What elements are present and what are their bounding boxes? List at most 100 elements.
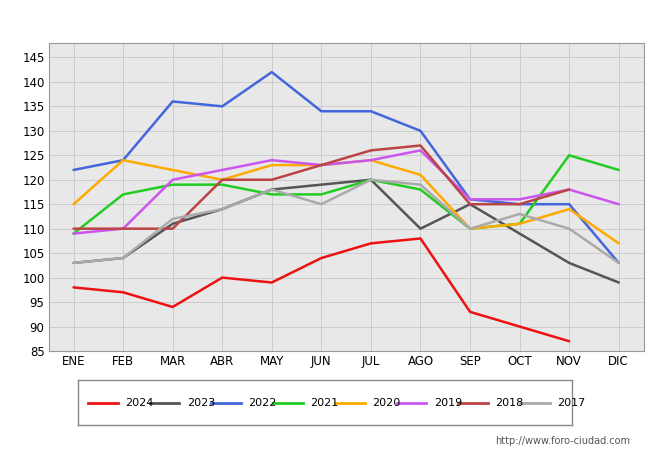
2022 [317, 108, 325, 114]
2020 [615, 241, 623, 246]
2018 [70, 226, 77, 231]
2024 [268, 280, 276, 285]
Text: 2018: 2018 [495, 398, 524, 408]
2022 [615, 260, 623, 265]
2022 [268, 69, 276, 75]
2017 [466, 226, 474, 231]
2017 [615, 260, 623, 265]
2018 [417, 143, 424, 148]
2020 [268, 162, 276, 168]
2024 [566, 338, 573, 344]
2023 [119, 255, 127, 261]
Text: 2017: 2017 [557, 398, 586, 408]
2023 [417, 226, 424, 231]
2022 [515, 202, 523, 207]
2020 [169, 167, 177, 173]
2023 [70, 260, 77, 265]
2024 [169, 304, 177, 310]
2024 [466, 309, 474, 315]
2019 [566, 187, 573, 192]
2021 [417, 187, 424, 192]
2019 [70, 231, 77, 236]
2020 [515, 221, 523, 226]
2019 [515, 197, 523, 202]
2020 [466, 226, 474, 231]
Text: Afiliados en Cañizal a 30/11/2024: Afiliados en Cañizal a 30/11/2024 [174, 8, 476, 26]
2022 [70, 167, 77, 173]
2023 [615, 280, 623, 285]
2019 [119, 226, 127, 231]
2020 [417, 172, 424, 178]
2024 [417, 236, 424, 241]
2020 [566, 207, 573, 212]
2023 [515, 231, 523, 236]
2021 [169, 182, 177, 187]
2018 [367, 148, 375, 153]
2024 [119, 290, 127, 295]
2023 [218, 207, 226, 212]
2019 [367, 158, 375, 163]
2021 [268, 192, 276, 197]
2019 [466, 197, 474, 202]
2023 [169, 221, 177, 226]
2017 [119, 255, 127, 261]
2020 [317, 162, 325, 168]
2018 [169, 226, 177, 231]
2021 [119, 192, 127, 197]
Line: 2018: 2018 [73, 145, 569, 229]
2019 [615, 202, 623, 207]
2021 [70, 231, 77, 236]
Text: 2021: 2021 [310, 398, 339, 408]
2022 [466, 197, 474, 202]
2021 [466, 226, 474, 231]
Text: 2024: 2024 [125, 398, 153, 408]
2018 [466, 202, 474, 207]
Line: 2019: 2019 [73, 150, 619, 234]
2023 [367, 177, 375, 182]
2018 [317, 162, 325, 168]
2022 [367, 108, 375, 114]
2024 [317, 255, 325, 261]
2023 [268, 187, 276, 192]
Line: 2021: 2021 [73, 155, 619, 234]
Line: 2024: 2024 [73, 238, 569, 341]
2019 [317, 162, 325, 168]
2024 [70, 285, 77, 290]
2020 [218, 177, 226, 182]
2019 [417, 148, 424, 153]
2018 [218, 177, 226, 182]
Text: 2023: 2023 [187, 398, 215, 408]
Text: http://www.foro-ciudad.com: http://www.foro-ciudad.com [495, 436, 630, 446]
2020 [70, 202, 77, 207]
2020 [119, 158, 127, 163]
2022 [566, 202, 573, 207]
2017 [70, 260, 77, 265]
2023 [566, 260, 573, 265]
2021 [317, 192, 325, 197]
2023 [466, 202, 474, 207]
2021 [515, 221, 523, 226]
2019 [268, 158, 276, 163]
2019 [169, 177, 177, 182]
2022 [169, 99, 177, 104]
2017 [268, 187, 276, 192]
2021 [615, 167, 623, 173]
2024 [218, 275, 226, 280]
Line: 2017: 2017 [73, 180, 619, 263]
Line: 2022: 2022 [73, 72, 619, 263]
2017 [367, 177, 375, 182]
2017 [515, 212, 523, 217]
2018 [566, 187, 573, 192]
2018 [119, 226, 127, 231]
2023 [317, 182, 325, 187]
2022 [218, 104, 226, 109]
2017 [218, 207, 226, 212]
Line: 2020: 2020 [73, 160, 619, 243]
2024 [367, 241, 375, 246]
Text: 2020: 2020 [372, 398, 400, 408]
2021 [566, 153, 573, 158]
2017 [566, 226, 573, 231]
Text: 2022: 2022 [248, 398, 277, 408]
2022 [119, 158, 127, 163]
Line: 2023: 2023 [73, 180, 619, 283]
